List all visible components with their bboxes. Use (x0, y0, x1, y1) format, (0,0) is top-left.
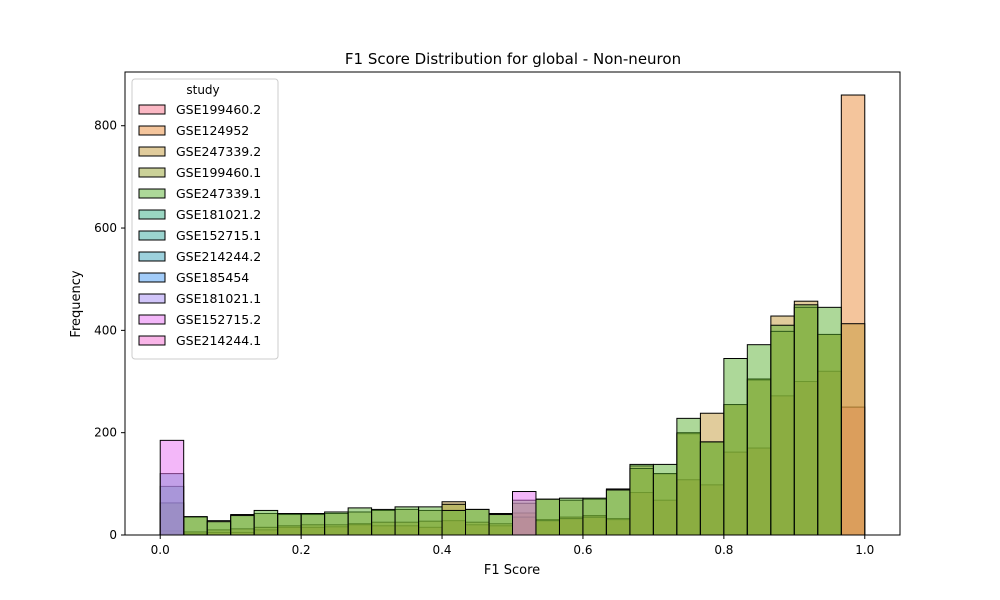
histogram-bar (535, 498, 560, 536)
legend-label: GSE152715.2 (176, 312, 261, 327)
x-tick-label: 1.0 (855, 543, 874, 557)
histogram-bar (253, 509, 279, 536)
legend-label: GSE199460.1 (176, 165, 261, 180)
histogram-bar (300, 513, 326, 536)
legend-swatch (138, 230, 166, 241)
histogram-bar (488, 514, 513, 536)
plot-frame (124, 71, 901, 536)
histogram-bar (206, 521, 232, 536)
y-tick-label: 600 (94, 221, 117, 235)
legend-swatch (138, 167, 166, 178)
legend-label: GSE199460.2 (176, 102, 261, 117)
histogram-bar (746, 344, 772, 536)
y-tick-label: 200 (94, 426, 117, 440)
legend-item: GSE185454 (138, 270, 249, 285)
histogram-bar (629, 463, 654, 536)
legend-label: GSE214244.1 (176, 333, 261, 348)
legend-swatch (138, 125, 166, 136)
y-tick-label: 800 (94, 119, 117, 133)
y-axis: 0 200 400 600 800 (94, 119, 125, 542)
histogram-bar (723, 357, 748, 536)
legend-box (131, 78, 279, 360)
legend-label: GSE181021.1 (176, 291, 261, 306)
x-tick-label: 0.4 (432, 543, 451, 557)
legend-label: GSE124952 (176, 123, 249, 138)
x-axis: 0.0 0.2 0.4 0.6 0.8 1.0 (151, 535, 874, 557)
legend-swatch (138, 209, 166, 220)
x-tick-label: 0.2 (292, 543, 311, 557)
series-GSE152715.2 (159, 439, 537, 536)
histogram-bar (558, 497, 584, 536)
legend-title: study (186, 83, 219, 97)
x-tick-label: 0.6 (573, 543, 592, 557)
legend-label: GSE181021.2 (176, 207, 261, 222)
chart-title: F1 Score Distribution for global - Non-n… (345, 50, 681, 68)
legend-label: GSE214244.2 (176, 249, 261, 264)
legend-swatch (138, 146, 166, 157)
histogram-bar (324, 511, 349, 536)
histogram-bar (840, 323, 866, 536)
legend-item: GSE181021.2 (138, 207, 261, 222)
x-axis-label: F1 Score (484, 563, 540, 578)
histogram-bar (770, 324, 795, 536)
legend-item: GSE199460.2 (138, 102, 261, 117)
histogram-bar (465, 508, 490, 536)
legend-swatch (138, 314, 166, 325)
legend-swatch (138, 335, 166, 346)
legend-item: GSE247339.1 (138, 186, 261, 201)
legend-item: GSE181021.1 (138, 291, 261, 306)
legend-swatch (138, 104, 166, 115)
histogram-bar (817, 306, 842, 536)
histogram-bar (605, 489, 631, 536)
legend-item: GSE214244.2 (138, 249, 261, 264)
histogram-bar (441, 509, 467, 536)
histogram-bar (676, 417, 701, 536)
x-tick-label: 0.8 (714, 543, 733, 557)
legend-label: GSE247339.1 (176, 186, 261, 201)
legend-item: GSE152715.2 (138, 312, 261, 327)
histogram-bar (793, 304, 819, 536)
legend-label: GSE152715.1 (176, 228, 261, 243)
histogram-bar (277, 513, 302, 536)
histogram-bar (394, 506, 420, 536)
y-axis-label: Frequency (69, 270, 84, 337)
histogram-bar (183, 516, 208, 536)
legend-label: GSE247339.2 (176, 144, 261, 159)
histogram-bar (159, 439, 185, 536)
legend-swatch (138, 272, 166, 283)
histogram-bar (418, 506, 443, 536)
legend-swatch (138, 188, 166, 199)
legend-item: GSE124952 (138, 123, 249, 138)
histogram-bar (371, 508, 396, 536)
legend-label: GSE185454 (176, 270, 249, 285)
y-tick-label: 400 (94, 323, 117, 337)
x-tick-label: 0.0 (151, 543, 170, 557)
legend-item: GSE247339.2 (138, 144, 261, 159)
legend-item: GSE199460.1 (138, 165, 261, 180)
legend-swatch (138, 293, 166, 304)
histogram-bar (652, 463, 678, 536)
histogram-bar (582, 497, 607, 536)
y-tick-label: 0 (109, 528, 117, 542)
legend-item: GSE152715.1 (138, 228, 261, 243)
histogram-bar (347, 507, 373, 536)
histogram-bar (512, 491, 537, 536)
histogram-bar (230, 515, 255, 536)
histogram-bar (699, 441, 725, 536)
legend: study GSE199460.2 GSE124952 GSE247339.2 GSE1… (131, 78, 279, 360)
histogram-bars (159, 94, 866, 536)
legend-swatch (138, 251, 166, 262)
legend-item: GSE214244.1 (138, 333, 261, 348)
